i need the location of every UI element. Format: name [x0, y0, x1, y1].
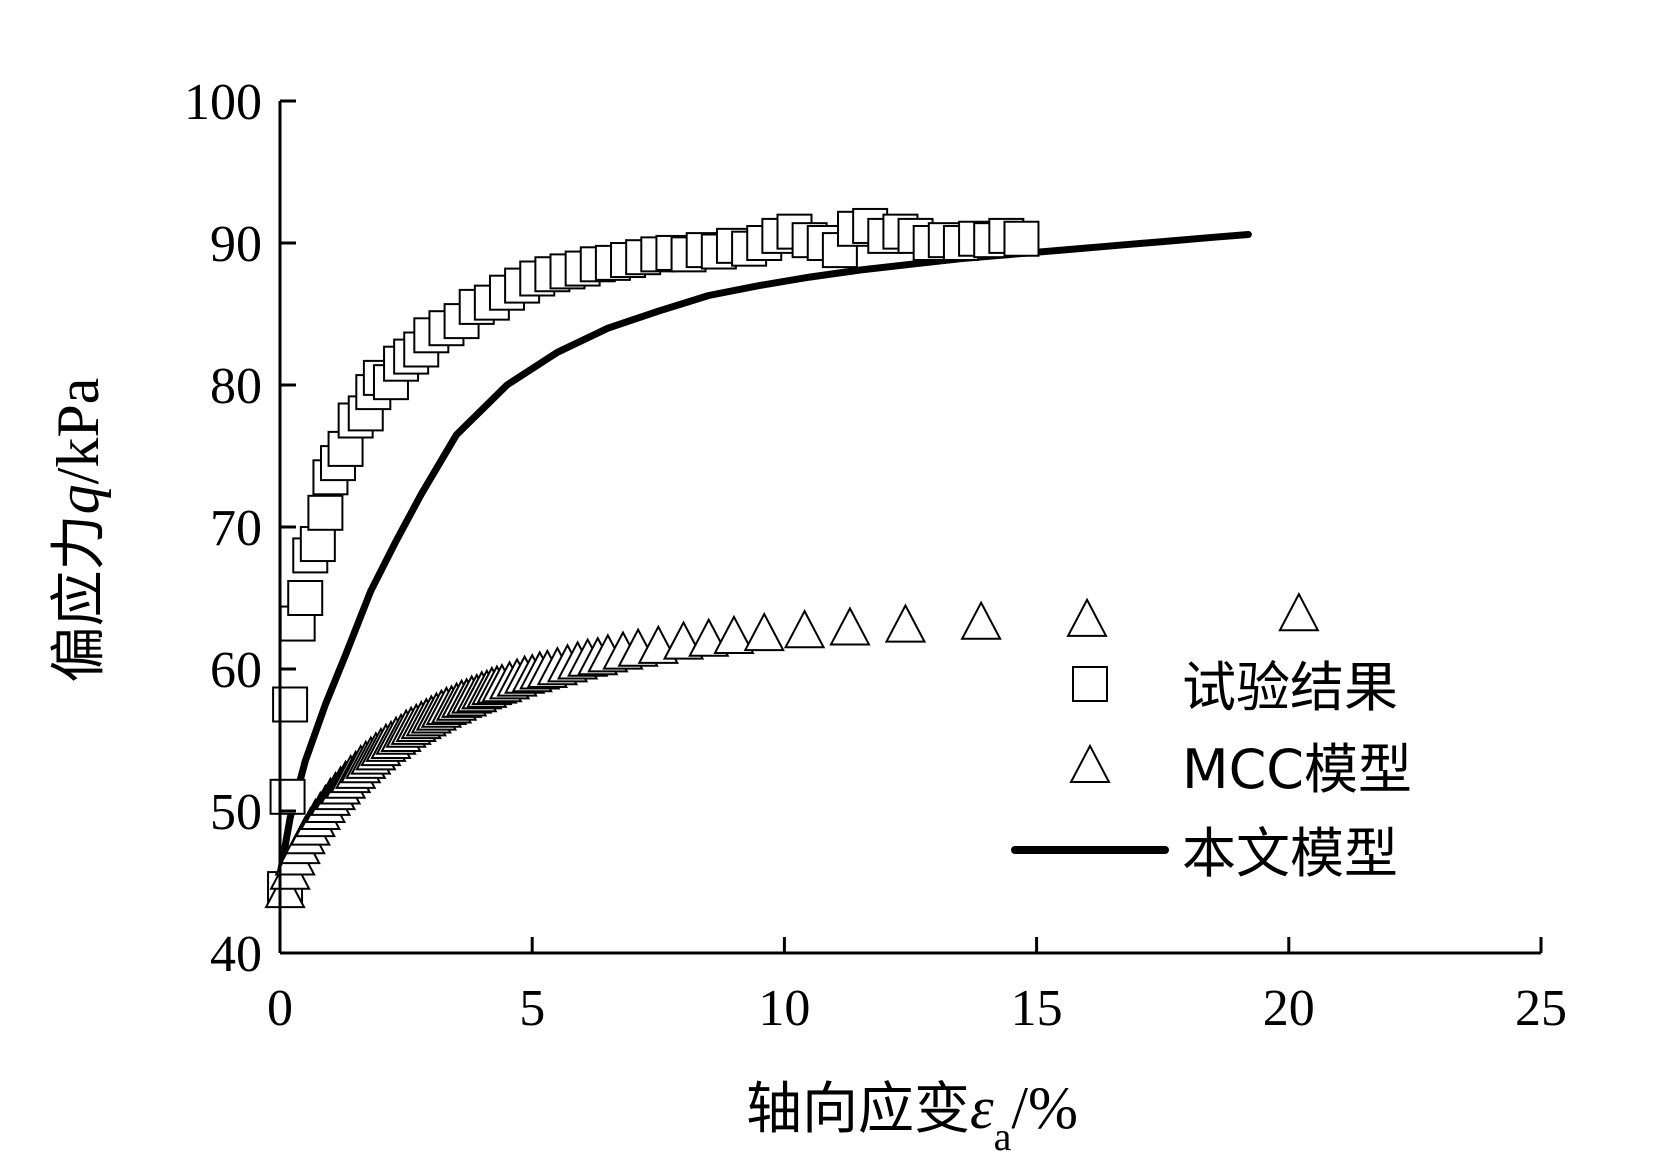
y-tick-label: 50: [210, 784, 262, 841]
data-point-triangle: [783, 609, 826, 649]
legend-label: MCC模型: [1182, 738, 1412, 801]
x-axis-title: 轴向应变εa/%: [746, 1075, 1078, 1159]
data-point-square: [272, 686, 309, 723]
x-axis-title-subscript: a: [994, 1114, 1012, 1159]
x-tick-label: 5: [519, 980, 545, 1037]
y-tick-label: 80: [210, 358, 262, 415]
data-point-triangle: [960, 600, 1002, 640]
x-tick-label: 25: [1515, 980, 1567, 1037]
data-point-triangle: [713, 614, 755, 654]
x-tick-label: 15: [1011, 980, 1063, 1037]
data-point-triangle: [743, 611, 785, 652]
x-axis-title-symbol: ε: [970, 1075, 994, 1141]
x-axis-title-suffix: /%: [1011, 1075, 1078, 1141]
legend-marker-triangle: [1069, 743, 1111, 784]
plot-marks: [264, 207, 1320, 909]
data-point-square: [1003, 220, 1040, 257]
legend-marker-square: [1072, 666, 1108, 702]
y-tick-label: 70: [210, 500, 262, 557]
legend-label: 试验结果: [1182, 656, 1398, 719]
legend-label: 本文模型: [1182, 822, 1398, 885]
y-axis-title-prefix: 偏应力: [47, 514, 112, 682]
y-tick-label: 40: [210, 926, 262, 983]
data-point-triangle: [1066, 597, 1108, 637]
y-tick-label: 100: [184, 74, 262, 131]
data-point-square: [287, 580, 324, 616]
x-tick-label: 0: [267, 980, 293, 1037]
data-point-triangle: [829, 606, 871, 646]
y-axis-title-symbol: q: [45, 484, 111, 514]
axes: 0 5 10 15 20 25 40 50 60 70 80 90 100: [184, 74, 1567, 1037]
x-axis-title-prefix: 轴向应变: [746, 1077, 970, 1142]
y-axis-title-suffix: /kPa: [45, 378, 111, 485]
x-tick-label: 20: [1263, 980, 1315, 1037]
y-tick-label: 60: [210, 642, 262, 699]
data-point-square: [299, 526, 336, 563]
y-axis-title: 偏应力q/kPa: [45, 378, 112, 683]
x-tick-label: 10: [758, 980, 810, 1037]
data-point-triangle: [1278, 592, 1320, 632]
data-point-triangle: [884, 603, 927, 643]
data-point-square: [269, 778, 306, 815]
y-tick-label: 90: [210, 216, 262, 273]
series-line-undefined: [276, 231, 1252, 879]
data-point-square: [307, 494, 344, 531]
